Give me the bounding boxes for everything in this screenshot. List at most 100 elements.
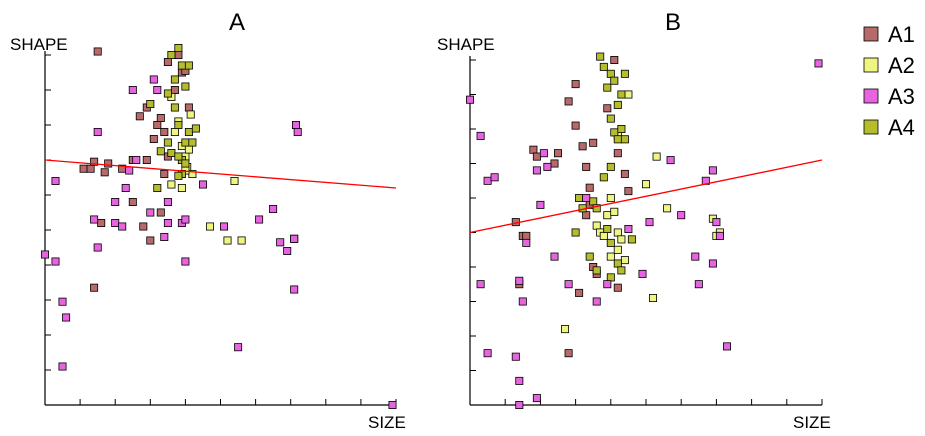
data-point-a2 [649, 293, 658, 302]
data-point-a1 [564, 349, 573, 358]
data-point-a3 [476, 131, 485, 140]
data-point-a4 [606, 238, 615, 247]
data-point-a3 [511, 352, 520, 361]
data-point-a4 [181, 82, 190, 91]
data-point-a4 [184, 61, 193, 70]
legend-label-a1: A1 [888, 22, 915, 47]
data-point-a1 [184, 103, 193, 112]
y-axis-label: SHAPE [437, 35, 495, 54]
data-point-a1 [571, 121, 580, 130]
data-point-a1 [149, 134, 158, 143]
data-point-a4 [181, 159, 190, 168]
data-point-a3 [290, 234, 299, 243]
data-point-a3 [712, 218, 721, 227]
data-point-a3 [291, 121, 300, 130]
data-point-a4 [603, 83, 612, 92]
legend-swatch-a1 [863, 26, 879, 42]
data-point-a1 [156, 208, 165, 217]
data-point-a1 [564, 97, 573, 106]
data-point-a2 [186, 110, 195, 119]
data-point-a2 [599, 231, 608, 240]
data-point-a3 [51, 257, 60, 266]
data-point-a2 [642, 180, 651, 189]
data-point-a4 [163, 89, 172, 98]
legend-swatch-a2 [863, 57, 879, 73]
data-point-a3 [515, 276, 524, 285]
data-point-a3 [160, 232, 169, 241]
chart-title: B [665, 9, 681, 36]
data-point-a3 [483, 349, 492, 358]
data-point-a3 [518, 297, 527, 306]
data-point-a4 [177, 61, 186, 70]
x-axis-label: SIZE [368, 413, 406, 432]
data-point-a1 [624, 187, 633, 196]
data-point-a3 [536, 200, 545, 209]
data-point-a3 [543, 162, 552, 171]
data-point-a3 [118, 222, 127, 231]
data-point-a4 [585, 252, 594, 261]
data-point-a3 [111, 218, 120, 227]
chart-title: A [229, 9, 245, 36]
data-point-a4 [184, 127, 193, 136]
data-point-a1 [585, 183, 594, 192]
data-point-a1 [93, 47, 102, 56]
data-point-a2 [613, 228, 622, 237]
data-point-a4 [620, 135, 629, 144]
data-point-a4 [613, 259, 622, 268]
data-point-a4 [170, 103, 179, 112]
data-point-a2 [167, 180, 176, 189]
data-point-a1 [90, 283, 99, 292]
data-point-a2 [561, 325, 570, 334]
data-point-a3 [62, 313, 71, 322]
legend: A1 A2 A3 A4 [863, 22, 915, 140]
data-point-a1 [156, 114, 165, 123]
data-point-a3 [388, 400, 397, 409]
data-point-a3 [715, 231, 724, 240]
data-point-a1 [146, 236, 155, 245]
data-point-a2 [205, 222, 214, 231]
data-point-a1 [100, 168, 109, 177]
data-point-a3 [624, 224, 633, 233]
data-point-a1 [610, 56, 619, 65]
data-point-a2 [606, 193, 615, 202]
data-point-a3 [90, 215, 99, 224]
data-point-a3 [181, 215, 190, 224]
data-point-a4 [599, 62, 608, 71]
data-point-a3 [290, 285, 299, 294]
data-point-a2 [177, 183, 186, 192]
data-point-a4 [146, 100, 155, 109]
data-point-a1 [163, 58, 172, 67]
data-point-a3 [564, 280, 573, 289]
data-point-a2 [237, 236, 246, 245]
data-point-a3 [293, 127, 302, 136]
data-point-a4 [167, 51, 176, 60]
data-point-a3 [691, 252, 700, 261]
data-point-a3 [283, 246, 292, 255]
data-point-a4 [606, 162, 615, 171]
data-point-a3 [723, 342, 732, 351]
data-point-a1 [575, 288, 584, 297]
data-point-a3 [515, 400, 524, 409]
data-point-a3 [51, 176, 60, 185]
panel-a: A SHAPE SIZE [10, 9, 406, 432]
data-point-a3 [592, 297, 601, 306]
data-point-a1 [550, 159, 559, 168]
data-point-a2 [652, 152, 661, 161]
data-point-a3 [532, 166, 541, 175]
data-point-a2 [663, 204, 672, 213]
data-point-a3 [128, 86, 137, 95]
data-point-a3 [153, 86, 162, 95]
legend-label-a4: A4 [888, 115, 915, 140]
data-point-a4 [191, 124, 200, 133]
data-point-a4 [181, 138, 190, 147]
data-point-a4 [606, 273, 615, 282]
data-point-a2 [592, 221, 601, 230]
data-point-a3 [93, 243, 102, 252]
data-point-a4 [575, 193, 584, 202]
data-point-a3 [708, 166, 717, 175]
trend-line [469, 159, 823, 234]
data-point-a3 [638, 269, 647, 278]
data-point-a4 [613, 135, 622, 144]
data-point-a2 [230, 176, 239, 185]
data-point-a3 [645, 218, 654, 227]
